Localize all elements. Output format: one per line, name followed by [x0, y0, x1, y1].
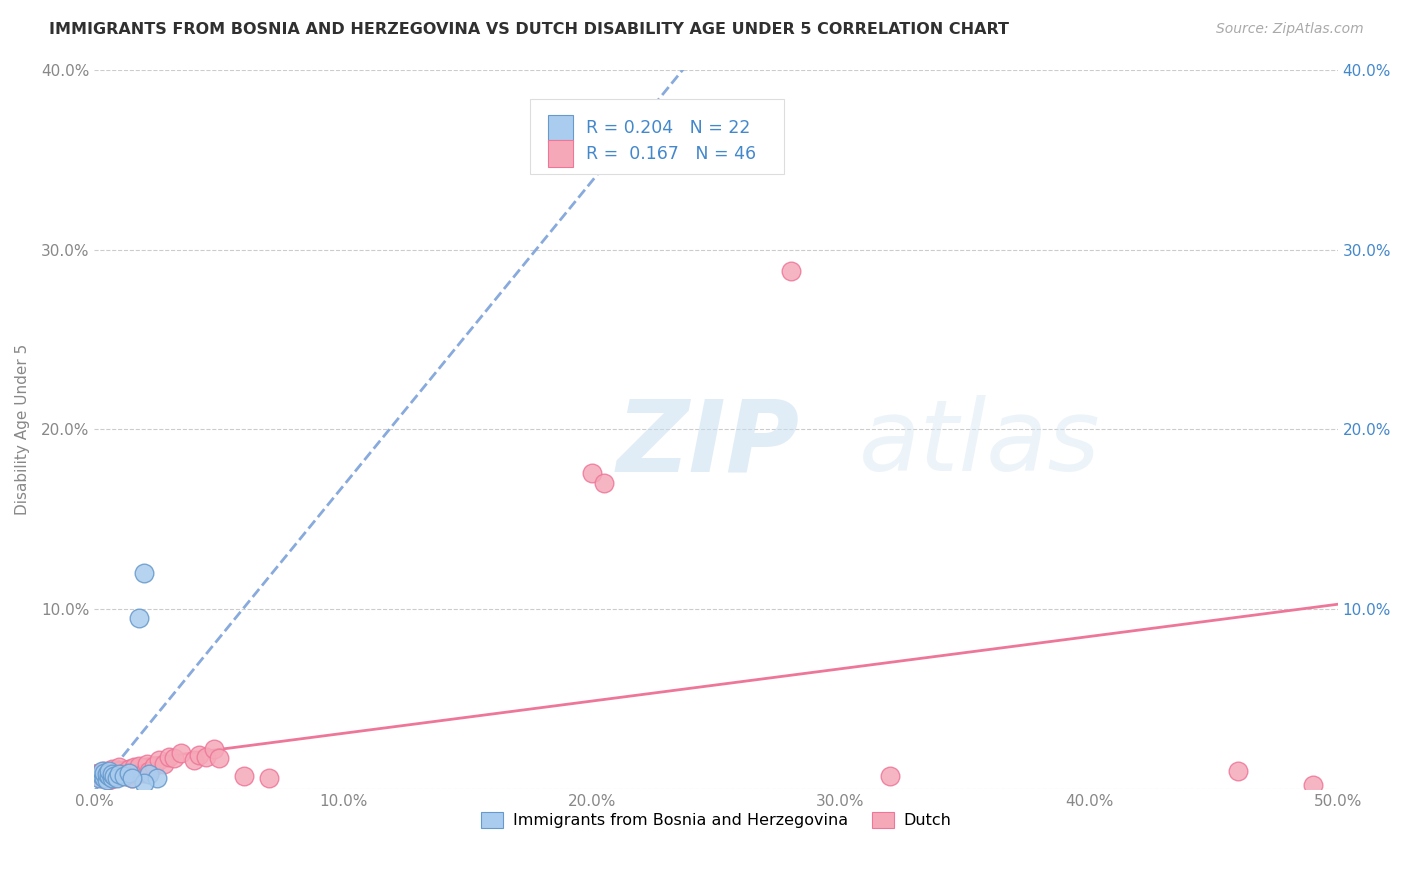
Point — [128, 611, 150, 625]
FancyBboxPatch shape — [548, 115, 574, 142]
Point — [145, 771, 167, 785]
Point — [93, 769, 115, 783]
Point — [134, 765, 156, 780]
Point — [153, 756, 176, 771]
Point — [93, 771, 115, 785]
Point — [90, 764, 112, 778]
Point — [208, 751, 231, 765]
Point — [101, 769, 124, 783]
Point — [118, 765, 141, 780]
Legend: Immigrants from Bosnia and Herzegovina, Dutch: Immigrants from Bosnia and Herzegovina, … — [474, 806, 957, 835]
Point — [98, 769, 121, 783]
Point — [581, 466, 603, 480]
Point — [170, 746, 193, 760]
Point — [257, 771, 280, 785]
Point — [111, 767, 134, 781]
Point — [779, 264, 801, 278]
Point — [108, 760, 131, 774]
Point — [108, 767, 131, 781]
Point — [202, 742, 225, 756]
Point — [138, 767, 160, 781]
Point — [90, 765, 112, 780]
Point — [187, 747, 209, 762]
Text: ZIP: ZIP — [617, 395, 800, 492]
Point — [118, 762, 141, 776]
Point — [90, 771, 112, 785]
Point — [90, 769, 112, 783]
Point — [89, 771, 111, 785]
Point — [103, 769, 125, 783]
Text: R = 0.204   N = 22: R = 0.204 N = 22 — [585, 120, 749, 137]
Point — [125, 767, 148, 781]
Point — [98, 764, 121, 778]
Point — [879, 769, 901, 783]
Point — [96, 772, 118, 787]
Point — [138, 764, 160, 778]
Text: atlas: atlas — [859, 395, 1101, 492]
Point — [96, 767, 118, 781]
Point — [98, 765, 121, 780]
Point — [96, 767, 118, 781]
Point — [103, 771, 125, 785]
Point — [112, 765, 135, 780]
Point — [101, 771, 124, 785]
Point — [96, 771, 118, 785]
Point — [105, 771, 128, 785]
Point — [135, 756, 157, 771]
Point — [122, 760, 145, 774]
Point — [112, 769, 135, 783]
Point — [134, 566, 156, 581]
Point — [195, 749, 218, 764]
Point — [148, 753, 170, 767]
Point — [163, 751, 186, 765]
Point — [134, 776, 156, 790]
Point — [103, 767, 125, 781]
Point — [101, 762, 124, 776]
Point — [101, 767, 124, 781]
Point — [98, 772, 121, 787]
Y-axis label: Disability Age Under 5: Disability Age Under 5 — [15, 343, 30, 515]
Point — [105, 764, 128, 778]
Point — [1227, 764, 1250, 778]
Text: R =  0.167   N = 46: R = 0.167 N = 46 — [585, 145, 755, 162]
Point — [93, 764, 115, 778]
Point — [115, 769, 138, 783]
Point — [121, 771, 143, 785]
FancyBboxPatch shape — [530, 99, 785, 174]
Point — [108, 769, 131, 783]
Point — [593, 476, 616, 491]
Point — [183, 753, 205, 767]
Point — [143, 758, 166, 772]
Point — [128, 758, 150, 772]
Text: Source: ZipAtlas.com: Source: ZipAtlas.com — [1216, 22, 1364, 37]
FancyBboxPatch shape — [548, 140, 574, 168]
Point — [93, 765, 115, 780]
Point — [157, 749, 180, 764]
Point — [89, 769, 111, 783]
Point — [121, 771, 143, 785]
Point — [1302, 778, 1324, 792]
Point — [232, 769, 254, 783]
Text: IMMIGRANTS FROM BOSNIA AND HERZEGOVINA VS DUTCH DISABILITY AGE UNDER 5 CORRELATI: IMMIGRANTS FROM BOSNIA AND HERZEGOVINA V… — [49, 22, 1010, 37]
